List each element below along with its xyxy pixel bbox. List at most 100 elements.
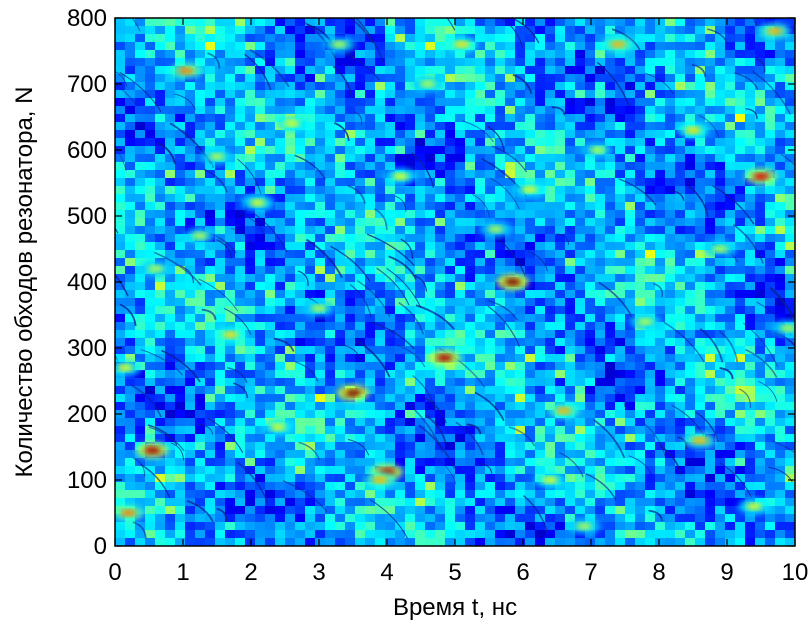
heatmap-cell bbox=[515, 114, 526, 123]
heatmap-cell bbox=[775, 402, 786, 411]
heatmap-cell bbox=[785, 18, 795, 27]
heatmap-cell bbox=[615, 362, 626, 371]
heatmap-cell bbox=[695, 298, 706, 307]
heatmap-cell bbox=[735, 514, 746, 523]
heatmap-cell bbox=[585, 186, 596, 195]
heatmap-cell bbox=[595, 498, 606, 507]
heatmap-cell bbox=[425, 330, 436, 339]
heatmap-cell bbox=[735, 386, 746, 395]
heatmap-cell bbox=[675, 522, 686, 531]
heatmap-cell bbox=[355, 322, 366, 331]
heatmap-cell bbox=[255, 522, 266, 531]
heatmap-cell bbox=[685, 162, 696, 171]
heatmap-cell bbox=[755, 522, 766, 531]
heatmap-cell bbox=[705, 34, 716, 43]
heatmap-cell bbox=[635, 226, 646, 235]
heatmap-cell bbox=[275, 298, 286, 307]
heatmap-cell bbox=[665, 394, 676, 403]
heatmap-cell bbox=[165, 218, 176, 227]
heatmap-cell bbox=[185, 306, 196, 315]
heatmap-cell bbox=[175, 90, 186, 99]
heatmap-cell bbox=[355, 138, 366, 147]
heatmap-cell bbox=[505, 362, 516, 371]
heatmap-streak bbox=[87, 431, 108, 457]
heatmap-cell bbox=[385, 418, 396, 427]
heatmap-cell bbox=[475, 178, 486, 187]
heatmap-cell bbox=[765, 106, 776, 115]
heatmap-cell bbox=[435, 530, 446, 539]
heatmap-cell bbox=[615, 82, 626, 91]
heatmap-cell bbox=[655, 298, 666, 307]
heatmap-cell bbox=[125, 274, 136, 283]
heatmap-cell bbox=[355, 482, 366, 491]
heatmap-cell bbox=[355, 250, 366, 259]
heatmap-cell bbox=[655, 314, 666, 323]
heatmap-cell bbox=[325, 218, 336, 227]
heatmap-cell bbox=[385, 42, 396, 51]
heatmap-cell bbox=[745, 242, 756, 251]
heatmap-cell bbox=[255, 442, 266, 451]
heatmap-cell bbox=[715, 282, 726, 291]
heatmap-cell bbox=[575, 202, 586, 211]
heatmap-cell bbox=[535, 66, 546, 75]
heatmap-cell bbox=[345, 330, 356, 339]
heatmap-cell bbox=[215, 386, 226, 395]
heatmap-cell bbox=[635, 530, 646, 539]
heatmap-cell bbox=[405, 138, 416, 147]
heatmap-cell bbox=[775, 210, 786, 219]
heatmap-cell bbox=[725, 122, 736, 131]
heatmap-cell bbox=[555, 450, 566, 459]
heatmap-cell bbox=[625, 290, 636, 299]
heatmap-cell bbox=[315, 314, 326, 323]
heatmap-cell bbox=[585, 66, 596, 75]
heatmap-cell bbox=[265, 538, 276, 546]
heatmap-cell bbox=[415, 18, 426, 27]
heatmap-cell bbox=[435, 234, 446, 243]
heatmap-cell bbox=[385, 522, 396, 531]
heatmap-cell bbox=[555, 386, 566, 395]
heatmap-cell bbox=[495, 234, 506, 243]
y-tick-label: 100 bbox=[67, 467, 107, 494]
heatmap-cell bbox=[565, 26, 576, 35]
heatmap-cell bbox=[195, 466, 206, 475]
heatmap-streak bbox=[140, 463, 171, 499]
heatmap-cell bbox=[735, 266, 746, 275]
heatmap-cell bbox=[485, 66, 496, 75]
heatmap-cell bbox=[485, 90, 496, 99]
heatmap-cell bbox=[245, 90, 256, 99]
heatmap-cell bbox=[445, 122, 456, 131]
heatmap-cell bbox=[435, 186, 446, 195]
heatmap-cell bbox=[715, 90, 726, 99]
heatmap-cell bbox=[405, 378, 416, 387]
heatmap-cell bbox=[695, 42, 706, 51]
heatmap-cell bbox=[325, 474, 336, 483]
heatmap-cell bbox=[555, 218, 566, 227]
heatmap-cell bbox=[235, 514, 246, 523]
heatmap-cell bbox=[695, 450, 706, 459]
heatmap-cell bbox=[575, 394, 586, 403]
heatmap-cell bbox=[435, 250, 446, 259]
heatmap-cell bbox=[385, 298, 396, 307]
heatmap-cell bbox=[465, 282, 476, 291]
heatmap-cell bbox=[355, 194, 366, 203]
heatmap-cell bbox=[515, 498, 526, 507]
heatmap-cell bbox=[605, 66, 616, 75]
heatmap-cell bbox=[775, 466, 786, 475]
heatmap-cell bbox=[135, 218, 146, 227]
heatmap-cell bbox=[385, 18, 396, 27]
heatmap-cell bbox=[605, 106, 616, 115]
heatmap-cell bbox=[305, 466, 316, 475]
heatmap-cell bbox=[155, 274, 166, 283]
heatmap-cell bbox=[265, 90, 276, 99]
heatmap-cell bbox=[205, 410, 216, 419]
heatmap-streak bbox=[131, 18, 141, 32]
heatmap-cell bbox=[525, 194, 536, 203]
heatmap-cell bbox=[655, 386, 666, 395]
heatmap-cell bbox=[715, 162, 726, 171]
heatmap-cell bbox=[405, 202, 416, 211]
heatmap-cell bbox=[425, 146, 436, 155]
heatmap-cell bbox=[205, 418, 216, 427]
heatmap-cell bbox=[145, 522, 156, 531]
heatmap-cell bbox=[605, 346, 616, 355]
heatmap-cell bbox=[255, 186, 266, 195]
